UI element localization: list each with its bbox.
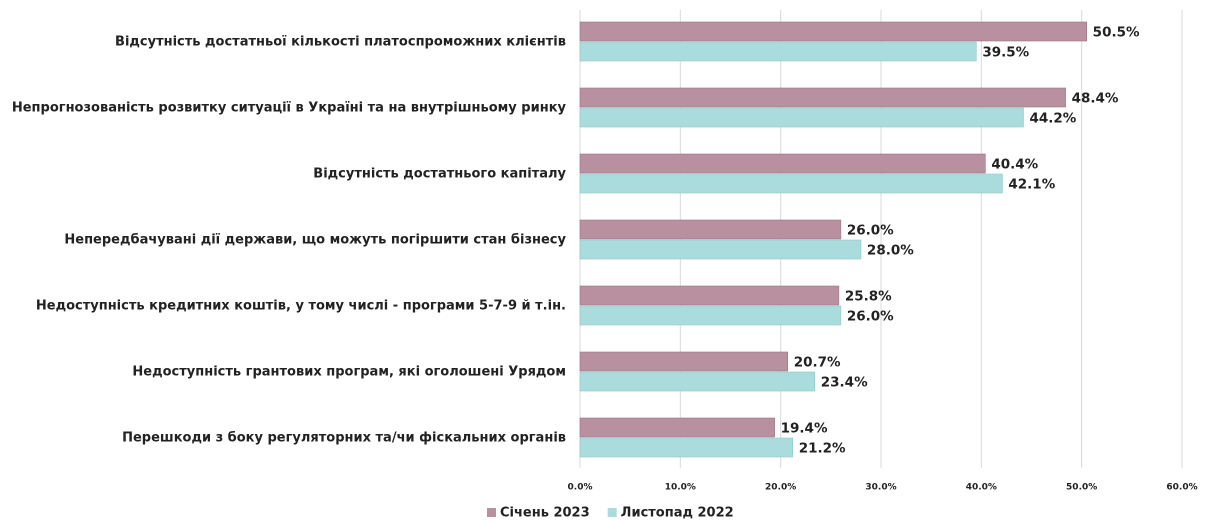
value-label: 48.4% xyxy=(1072,91,1119,107)
category-label: Недоступність грантових програм, які ого… xyxy=(132,365,566,380)
bar xyxy=(579,21,1087,42)
value-label: 23.4% xyxy=(821,375,868,391)
value-label: 26.0% xyxy=(847,309,894,325)
bar xyxy=(579,239,862,260)
legend-swatch xyxy=(487,508,496,517)
category-label: Відсутність достатньої кількості платосп… xyxy=(115,35,566,50)
value-label: 40.4% xyxy=(991,157,1038,173)
bar xyxy=(579,87,1066,108)
bar xyxy=(579,305,842,326)
value-label: 26.0% xyxy=(847,223,894,239)
value-label: 42.1% xyxy=(1008,177,1055,193)
bar xyxy=(579,107,1024,128)
category-label: Перешкоди з боку регуляторних та/чи фіск… xyxy=(122,431,566,446)
x-tick-label: 50.0% xyxy=(1066,483,1097,493)
x-tick-label: 0.0% xyxy=(568,483,593,493)
bar xyxy=(579,153,986,174)
value-label: 19.4% xyxy=(781,421,828,437)
x-tick-label: 10.0% xyxy=(665,483,696,493)
bar xyxy=(579,219,842,240)
x-tick-label: 20.0% xyxy=(765,483,796,493)
category-label: Відсутність достатнього капіталу xyxy=(313,167,566,182)
value-label: 21.2% xyxy=(799,441,846,457)
legend-label: Січень 2023 xyxy=(500,506,590,521)
value-label: 25.8% xyxy=(845,289,892,305)
category-label: Недоступність кредитних коштів, у тому ч… xyxy=(36,299,566,314)
value-label: 20.7% xyxy=(794,355,841,371)
bar xyxy=(579,371,816,392)
bar xyxy=(579,351,788,372)
bar xyxy=(579,417,775,438)
x-tick-label: 40.0% xyxy=(966,483,997,493)
category-label: Непрогнозованість розвитку ситуації в Ук… xyxy=(12,101,567,116)
value-label: 28.0% xyxy=(867,243,914,259)
bar xyxy=(579,285,840,306)
legend-label: Листопад 2022 xyxy=(621,506,734,521)
value-label: 44.2% xyxy=(1029,111,1076,127)
category-label: Непередбачувані дії держави, що можуть п… xyxy=(64,233,566,248)
x-tick-label: 60.0% xyxy=(1166,483,1197,493)
legend-swatch xyxy=(607,508,617,517)
bar xyxy=(579,437,794,458)
value-label: 50.5% xyxy=(1093,25,1140,41)
value-label: 39.5% xyxy=(982,45,1029,61)
bar xyxy=(579,41,977,62)
bar xyxy=(579,173,1003,194)
x-tick-label: 30.0% xyxy=(865,483,896,493)
